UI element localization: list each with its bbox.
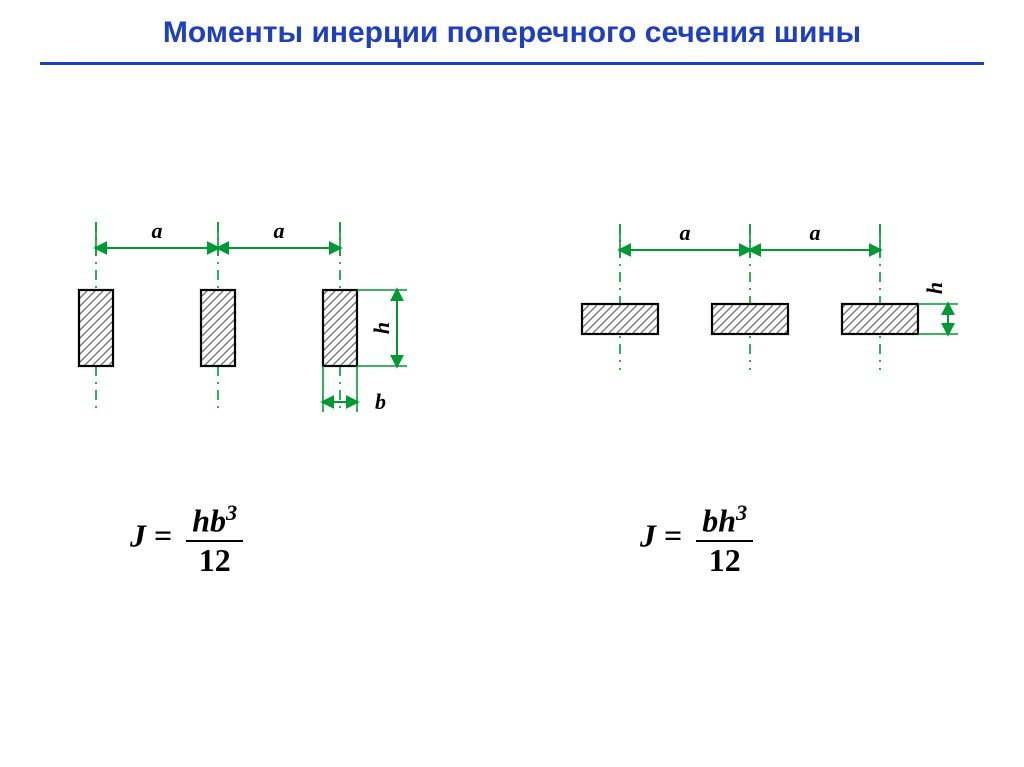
right-svg-content: a a h: [582, 220, 958, 370]
left-diagram: a a h b: [50, 200, 450, 460]
svg-text:a: a: [680, 220, 691, 245]
formula-right-num: bh: [702, 503, 736, 539]
svg-text:a: a: [152, 218, 163, 243]
formula-right-exp: 3: [736, 500, 747, 525]
formula-right-J: J: [640, 518, 656, 554]
svg-text:b: b: [375, 389, 386, 414]
slide-title: Моменты инерции поперечного сечения шины: [0, 0, 1024, 52]
formula-right: J = bh3 12: [640, 500, 753, 579]
left-svg-content: a a h b: [79, 218, 407, 414]
formula-left-eq: =: [146, 518, 180, 554]
svg-text:h: h: [922, 282, 947, 294]
formula-left-J: J: [130, 518, 146, 554]
formula-right-eq: =: [656, 518, 690, 554]
svg-text:a: a: [810, 220, 821, 245]
formula-left: J = hb3 12: [130, 500, 243, 579]
svg-text:h: h: [369, 322, 394, 334]
formula-right-frac: bh3 12: [696, 500, 753, 579]
right-diagram: a a h: [550, 200, 970, 400]
formula-left-frac: hb3 12: [186, 500, 243, 579]
formula-left-den: 12: [186, 540, 243, 579]
formula-left-num: hb: [192, 503, 226, 539]
formula-left-exp: 3: [226, 500, 237, 525]
svg-text:a: a: [274, 218, 285, 243]
formula-right-den: 12: [696, 540, 753, 579]
title-rule: [40, 62, 984, 65]
